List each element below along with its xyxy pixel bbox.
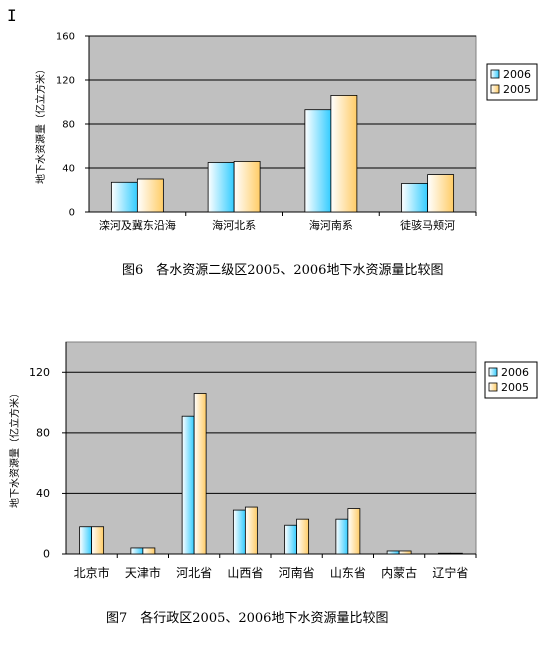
x-category-label: 海河南系	[309, 218, 353, 232]
x-category-label: 山东省	[330, 566, 366, 580]
bar-2005-2	[193, 393, 207, 555]
legend-swatch-2005	[488, 382, 498, 392]
legend-label-2005: 2005	[503, 83, 531, 96]
bar-2006-0	[79, 526, 93, 555]
bar-2006-4	[284, 524, 298, 555]
y-tick-label: 0	[43, 548, 50, 561]
y-tick-label: 120	[56, 76, 75, 87]
legend-label-2006: 2006	[503, 68, 531, 81]
legend-swatch-2006	[488, 367, 498, 377]
y-axis-label: 地下水资源量（亿立方米）	[34, 64, 47, 184]
bar-2006-3	[401, 182, 429, 213]
y-tick-label: 0	[69, 208, 75, 219]
x-category-label: 河北省	[176, 566, 212, 580]
bar-2006-2	[304, 109, 332, 213]
y-tick-label: 80	[36, 426, 50, 439]
bar-2005-3	[244, 506, 258, 555]
bar-2005-7	[449, 552, 463, 555]
legend-label-2006: 2006	[501, 366, 529, 379]
bar-2005-0	[91, 526, 105, 555]
legend-label-2005: 2005	[501, 381, 529, 394]
bar-2006-1	[207, 162, 235, 213]
bar-2005-1	[233, 160, 261, 213]
y-tick-label: 40	[36, 487, 50, 500]
bar-2006-2	[181, 415, 195, 555]
y-axis-label: 地下水资源量（亿立方米）	[8, 388, 21, 508]
x-category-label: 滦河及冀东沿海	[99, 218, 176, 232]
x-category-label: 山西省	[227, 566, 263, 580]
x-category-label: 海河北系	[212, 218, 256, 232]
y-tick-label: 40	[62, 164, 75, 175]
x-category-label: 徒骇马颊河	[400, 218, 455, 232]
chart-water-resource-zones: 0 40 80 120 160 滦河及冀东沿海 海河北系 海河南系 徒骇马颊河 地下水资源量（亿立…	[34, 32, 538, 232]
bar-2006-6	[386, 550, 400, 555]
chart1-caption: 图6 各水资源二级区2005、2006地下水资源量比较图	[122, 263, 444, 278]
legend	[484, 361, 538, 399]
text-cursor-icon: I	[7, 6, 17, 25]
y-tick-label: 160	[56, 32, 75, 43]
y-tick-label: 120	[29, 366, 50, 379]
bar-2005-6	[398, 550, 412, 555]
bar-2005-3	[427, 174, 455, 213]
bar-2006-1	[130, 547, 144, 555]
chart-administrative-regions: 0 40 80 120 北京市 天津市 河北省 山西省 河南省 山东省 内蒙古 辽宁省 地下水资源量（亿…	[8, 341, 538, 580]
bar-2006-7	[437, 552, 451, 555]
x-category-label: 辽宁省	[432, 565, 468, 580]
plot-area	[65, 341, 477, 555]
legend-swatch-2005	[490, 84, 500, 94]
bar-2006-3	[232, 509, 246, 555]
bar-2005-2	[330, 95, 358, 213]
chart2-caption: 图7 各行政区2005、2006地下水资源量比较图	[106, 611, 389, 626]
x-category-label: 河南省	[279, 565, 315, 580]
x-category-label: 内蒙古	[381, 565, 417, 580]
x-category-label: 天津市	[125, 565, 161, 580]
bar-2006-5	[335, 518, 349, 555]
legend-swatch-2006	[490, 69, 500, 79]
y-tick-label: 80	[62, 120, 75, 131]
bar-2005-1	[142, 547, 156, 555]
x-category-label: 北京市	[74, 565, 110, 580]
bar-2005-0	[136, 178, 164, 213]
bar-2005-5	[347, 508, 361, 555]
bar-2005-4	[296, 518, 310, 555]
